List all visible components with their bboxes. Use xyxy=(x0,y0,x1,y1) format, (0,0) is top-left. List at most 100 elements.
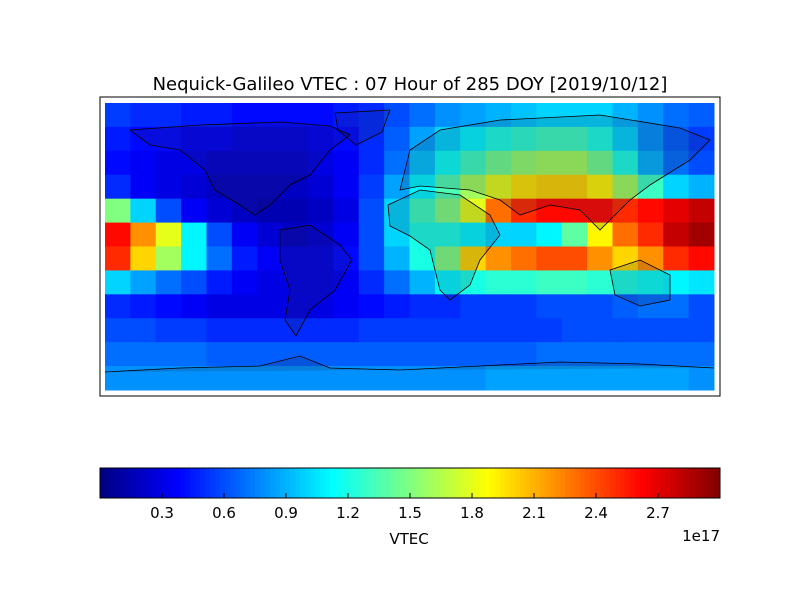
colorbar-swatch xyxy=(590,468,596,498)
heatmap-cell xyxy=(637,270,664,295)
heatmap-cell xyxy=(612,342,639,367)
colorbar-swatch xyxy=(275,468,281,498)
heatmap-cell xyxy=(536,318,563,343)
colorbar-swatch xyxy=(605,468,611,498)
heatmap-cell xyxy=(485,126,512,152)
heatmap-cell xyxy=(384,294,410,319)
colorbar-swatch xyxy=(305,468,311,498)
colorbar-swatch xyxy=(225,468,231,498)
heatmap-cell xyxy=(384,318,410,343)
heatmap-cell xyxy=(587,150,613,176)
heatmap-cell xyxy=(485,318,512,343)
colorbar-swatch xyxy=(160,468,166,498)
heatmap-cell xyxy=(333,270,360,295)
heatmap-cell xyxy=(358,246,385,271)
heatmap-cell xyxy=(663,342,690,367)
heatmap-cell xyxy=(663,174,690,200)
heatmap-cell xyxy=(155,294,182,319)
africa xyxy=(387,189,501,301)
colorbar-swatch xyxy=(340,468,346,498)
heatmap-cell xyxy=(181,342,207,367)
heatmap-cell xyxy=(663,294,690,319)
colorbar-swatch xyxy=(695,468,701,498)
heatmap-cell xyxy=(663,103,690,128)
heatmap-cell xyxy=(155,198,182,224)
colorbar-swatch xyxy=(450,468,456,498)
heatmap-cell xyxy=(206,246,233,271)
colorbar-swatch xyxy=(580,468,586,498)
heatmap-cell xyxy=(130,126,157,152)
heatmap-cell xyxy=(434,103,461,128)
heatmap-cell xyxy=(257,366,284,391)
heatmap-cell xyxy=(308,294,334,319)
heatmap-cell xyxy=(460,126,487,152)
heatmap-cell xyxy=(434,198,461,224)
heatmap-cell xyxy=(308,198,334,224)
heatmap-cell xyxy=(105,270,131,295)
heatmap-cell xyxy=(587,294,613,319)
colorbar-swatch xyxy=(185,468,191,498)
heatmap-cell xyxy=(587,126,613,152)
eurasia xyxy=(399,114,711,231)
colorbar xyxy=(100,468,721,498)
heatmap-cell xyxy=(536,246,563,271)
colorbar-swatch xyxy=(220,468,226,498)
heatmap-cell xyxy=(460,222,487,247)
heatmap-cell xyxy=(257,126,284,152)
heatmap-cell xyxy=(536,294,563,319)
colorbar-swatch xyxy=(555,468,561,498)
heatmap-cell xyxy=(587,198,613,224)
heatmap-cell xyxy=(358,174,385,200)
heatmap-cell xyxy=(637,294,664,319)
heatmap-cell xyxy=(358,103,385,128)
heatmap-cell xyxy=(257,222,284,247)
heatmap-cell xyxy=(206,222,233,247)
heatmap-cell xyxy=(409,222,436,247)
heatmap-cell xyxy=(333,174,360,200)
colorbar-tick-label: 1.8 xyxy=(460,504,484,522)
colorbar-swatch xyxy=(250,468,256,498)
heatmap-cell xyxy=(206,198,233,224)
heatmap-cell xyxy=(637,342,664,367)
colorbar-swatch xyxy=(165,468,171,498)
colorbar-swatch xyxy=(585,468,591,498)
colorbar-label: VTEC xyxy=(389,530,428,548)
heatmap-cell xyxy=(637,246,664,271)
colorbar-swatch xyxy=(125,468,131,498)
colorbar-swatch xyxy=(270,468,276,498)
heatmap-cell xyxy=(333,294,360,319)
heatmap-cell xyxy=(637,126,664,152)
heatmap-cell xyxy=(308,318,334,343)
heatmap-cell xyxy=(561,150,588,176)
heatmap-cell xyxy=(130,294,157,319)
heatmap-cell xyxy=(155,222,182,247)
heatmap-cell xyxy=(105,318,131,343)
heatmap-cell xyxy=(155,270,182,295)
colorbar-swatch xyxy=(390,468,396,498)
colorbar-swatch xyxy=(570,468,576,498)
heatmap-cell xyxy=(688,103,715,128)
colorbar-swatch xyxy=(135,468,141,498)
heatmap-cell xyxy=(587,222,613,247)
heatmap-cell xyxy=(257,150,284,176)
heatmap-cell xyxy=(637,366,664,391)
heatmap-cell xyxy=(308,150,334,176)
colorbar-swatch xyxy=(145,468,151,498)
colorbar-swatch xyxy=(485,468,491,498)
colorbar-swatch xyxy=(515,468,521,498)
heatmap-cell xyxy=(511,270,537,295)
heatmap-cell xyxy=(358,126,385,152)
colorbar-swatch xyxy=(445,468,451,498)
heatmap-cell xyxy=(561,246,588,271)
colorbar-swatch xyxy=(245,468,251,498)
colorbar-swatch xyxy=(180,468,186,498)
australia xyxy=(609,259,671,307)
colorbar-swatch xyxy=(280,468,286,498)
colorbar-swatch xyxy=(170,468,176,498)
colorbar-swatch xyxy=(335,468,341,498)
colorbar-swatch xyxy=(350,468,356,498)
heatmap-cell xyxy=(460,246,487,271)
heatmap-cell xyxy=(688,318,715,343)
heatmap-cell xyxy=(561,318,588,343)
colorbar-swatch xyxy=(310,468,316,498)
